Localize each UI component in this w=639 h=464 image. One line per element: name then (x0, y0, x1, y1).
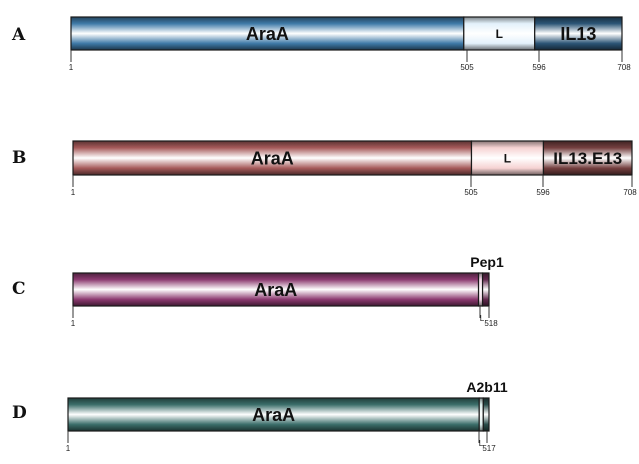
tick-label: 505 (464, 188, 478, 197)
segment-label: AraA (254, 280, 297, 300)
tick-label: L (479, 439, 484, 448)
segment-label: L (504, 151, 511, 165)
segment-araa (72, 140, 473, 176)
construct-panel-a: A AraA L IL13 1 505 596 708 (11, 16, 631, 72)
insert-label: A2b11 (466, 379, 507, 395)
tick-label: 1 (71, 319, 76, 328)
tick-label: 596 (532, 63, 546, 72)
tick-label: 518 (484, 319, 498, 328)
segment-label: IL13.E13 (553, 149, 622, 168)
tick-label: 505 (460, 63, 474, 72)
segment-il13 (534, 16, 623, 51)
tick-label: 517 (482, 444, 496, 453)
segment-araa (70, 16, 465, 51)
panel-letter: C (12, 279, 26, 299)
segment-label: AraA (246, 24, 289, 44)
segment-araa (72, 272, 480, 307)
tick-label: 1 (71, 188, 76, 197)
segment-label: AraA (252, 405, 295, 425)
tick-label: 1 (69, 63, 74, 72)
tick-label: 708 (617, 63, 631, 72)
segment-label: L (496, 27, 503, 41)
segment-part-1 (478, 397, 484, 432)
segment-part-2 (481, 272, 490, 307)
segment-l (463, 16, 536, 51)
panel-letter: D (12, 403, 27, 423)
tick-label: 596 (536, 188, 550, 197)
panel-letter: B (12, 148, 26, 168)
segment-label: AraA (251, 148, 294, 168)
construct-panel-b: B AraA L IL13.E13 1 505 596 708 (12, 140, 637, 197)
segment-araa (67, 397, 480, 432)
tick-label: 1 (66, 444, 71, 453)
segment-label: IL13 (560, 24, 596, 44)
tick-label: 708 (623, 188, 637, 197)
panel-letter: A (11, 25, 26, 45)
segment-part-2 (482, 397, 490, 432)
segment-part-1 (477, 272, 484, 307)
segment-il13-e13 (542, 140, 633, 176)
insert-label: Pep1 (470, 254, 504, 270)
tick-label: L (480, 314, 485, 323)
